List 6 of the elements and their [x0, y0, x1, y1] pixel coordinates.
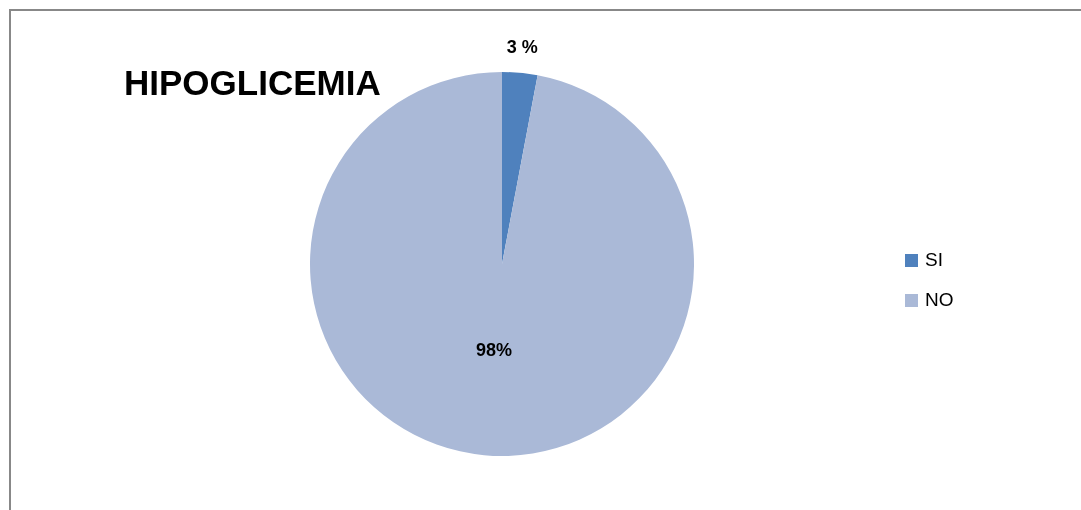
pie-slice: [502, 72, 538, 264]
text: HIPOGLICEMIA: [124, 62, 381, 104]
data-label: 98%: [475, 340, 512, 361]
legend-label: SI: [925, 249, 943, 271]
legend-label: NO: [925, 289, 954, 311]
data-label: 3 %: [506, 36, 538, 57]
